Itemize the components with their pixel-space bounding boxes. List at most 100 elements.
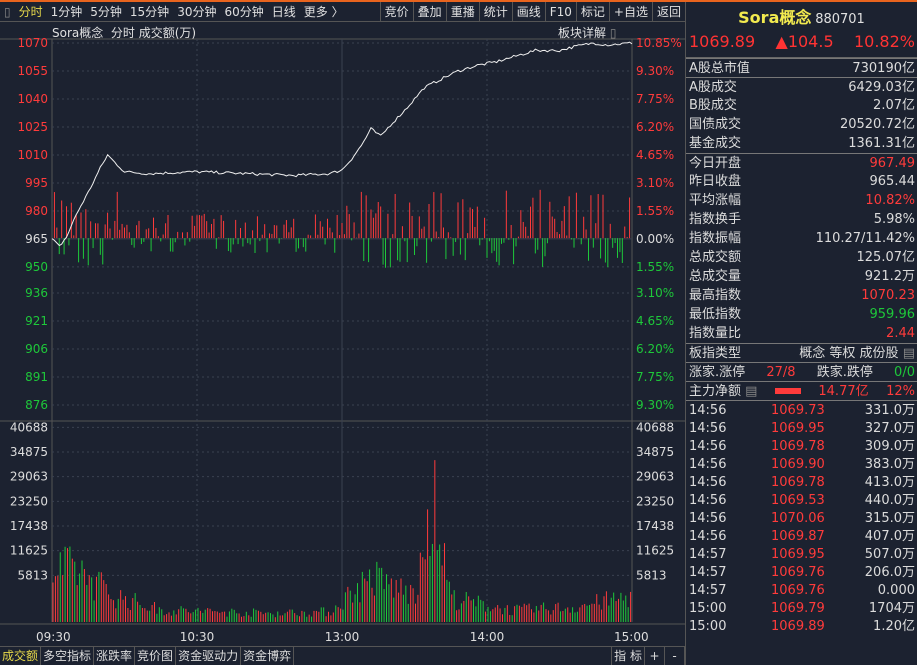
stat-value: 730190亿 (852, 61, 915, 76)
tick-volume: 331.0万 (864, 403, 915, 418)
stat-row: 昨日收盘 965.44 (686, 172, 917, 191)
stat-value: 10.82% (865, 193, 915, 208)
tick-row: 14:56 1069.78 413.0万 (686, 474, 917, 492)
quote-panel: Sora概念 880701 1069.89 ▲104.5 10.82% A股总市值 7… (685, 2, 917, 665)
volume-tick: 11625 (636, 544, 674, 558)
period-tab-0[interactable]: 分时 (18, 4, 43, 19)
bottom-tab-3[interactable]: 竞价图 (135, 647, 177, 665)
pct-tick: 1.55% (636, 260, 674, 274)
stat-label: 指数振幅 (689, 231, 742, 246)
toolbar-action-2[interactable]: 重播 (445, 1, 479, 22)
indicator-button[interactable]: 指 标 (611, 647, 645, 665)
period-tab-4[interactable]: 30分钟 (177, 4, 217, 19)
volume-tick: 5813 (636, 568, 667, 582)
volume-tick: 23250 (636, 494, 674, 508)
chart-title: Sora概念 (52, 26, 104, 40)
tick-price: 1069.76 (771, 565, 825, 580)
pct-tick: 6.20% (636, 120, 674, 134)
price-tick: 950 (25, 260, 48, 274)
price-tick: 1055 (17, 64, 48, 78)
zoom-out-button[interactable]: - (665, 647, 685, 665)
stat-row: 指数量比 2.44 (686, 324, 917, 343)
stat-row: 今日开盘 967.49 (686, 153, 917, 172)
toolbar-action-1[interactable]: 叠加 (412, 1, 446, 22)
period-tab-5[interactable]: 60分钟 (224, 4, 264, 19)
period-tab-3[interactable]: 15分钟 (129, 4, 170, 19)
panel-icon[interactable]: ▯ (609, 26, 617, 40)
block-detail-button[interactable]: 板块详解 (558, 26, 607, 40)
tick-time: 14:57 (689, 583, 727, 598)
tick-price: 1069.89 (771, 619, 825, 634)
toolbar-action-8[interactable]: 返回 (651, 1, 685, 22)
bottom-tab-2[interactable]: 涨跌率 (94, 647, 136, 665)
pct-tick: 4.65% (636, 314, 674, 328)
bottom-tab-0[interactable]: 成交额 (0, 647, 42, 665)
volume-tick: 11625 (10, 544, 48, 558)
change-pct: 10.82% (853, 32, 915, 51)
period-tab-2[interactable]: 5分钟 (90, 4, 122, 19)
list-icon[interactable]: ▤ (902, 346, 915, 361)
bottom-tab-1[interactable]: 多空指标 (41, 647, 95, 665)
bottom-tab-5[interactable]: 资金博弈 (241, 647, 295, 665)
toolbar-action-6[interactable]: 标记 (575, 1, 609, 22)
stat-value: 20520.72亿 (839, 117, 915, 132)
pct-tick: 4.65% (636, 148, 674, 162)
volume-tick: 34875 (10, 445, 48, 459)
stat-value: 125.07亿 (856, 250, 916, 265)
pct-tick: 9.30% (636, 64, 674, 78)
pct-tick: 3.10% (636, 286, 674, 300)
tick-volume: 309.0万 (864, 439, 915, 454)
list-icon[interactable]: ▤ (745, 384, 758, 399)
chart-canvas[interactable]: 1070 10.85% 1055 9.30% 1040 7.75% 1025 6.20% 101… (0, 22, 685, 646)
tick-price: 1069.95 (771, 421, 825, 436)
tick-row: 15:00 1069.89 1.20亿 (686, 618, 917, 636)
tick-time: 14:56 (689, 493, 727, 508)
board-type-label: 板指类型 (689, 346, 742, 361)
toolbar-action-4[interactable]: 画线 (511, 1, 545, 22)
stat-label: 指数换手 (689, 212, 742, 227)
volume-tick: 23250 (10, 494, 48, 508)
volume-tick: 5813 (17, 568, 48, 582)
period-tab-1[interactable]: 1分钟 (50, 4, 83, 19)
stat-value: 967.49 (869, 156, 916, 171)
panel-toggle-icon[interactable]: ▯ (4, 4, 11, 19)
tick-time: 15:00 (689, 601, 727, 616)
bottom-tabs: 成交额 多空指标 涨跌率 竞价图 资金驱动力 资金博弈 指 标 + - (0, 646, 685, 665)
bottom-tab-4[interactable]: 资金驱动力 (176, 647, 242, 665)
volume-tick: 34875 (636, 445, 674, 459)
chart-indicator: 成交额(万) (138, 26, 197, 40)
tick-price: 1069.78 (771, 439, 825, 454)
tick-price: 1069.78 (771, 475, 825, 490)
toolbar-action-7[interactable]: +自选 (608, 1, 652, 22)
tick-row: 14:56 1069.78 309.0万 (686, 438, 917, 456)
stat-label: 平均涨幅 (689, 193, 742, 208)
tick-price: 1069.76 (771, 583, 825, 598)
toolbar-action-3[interactable]: 统计 (478, 1, 512, 22)
period-tab-7[interactable]: 更多 〉 (303, 4, 344, 19)
main-flow-label: 主力净额 (689, 384, 742, 399)
tick-row: 14:57 1069.95 507.0万 (686, 546, 917, 564)
price-tick: 965 (25, 232, 48, 246)
tick-volume: 1.20亿 (873, 619, 915, 634)
tick-volume: 507.0万 (864, 547, 915, 562)
tick-volume: 327.0万 (864, 421, 915, 436)
board-type-value[interactable]: 概念 等权 成份股 ▤ (799, 346, 915, 361)
zoom-in-button[interactable]: + (645, 647, 665, 665)
toolbar: ▯ 分时 1分钟 5分钟 15分钟 30分钟 60分钟 日线 更多 〉 竞价 叠加 重播 统计 画线 F… (0, 1, 685, 22)
stat-value: 921.2万 (864, 269, 915, 284)
flow-bar (774, 388, 801, 394)
stat-label: 最低指数 (689, 307, 742, 322)
stat-label: 昨日收盘 (689, 174, 742, 189)
pct-tick: 0.00% (636, 232, 674, 246)
toolbar-action-0[interactable]: 竞价 (379, 1, 413, 22)
tick-time: 14:56 (689, 421, 727, 436)
tick-time: 14:56 (689, 529, 727, 544)
toolbar-action-5[interactable]: F10 (544, 1, 576, 22)
change: ▲104.5 (775, 32, 834, 51)
tick-row: 14:57 1069.76 206.0万 (686, 564, 917, 582)
stat-label: 国债成交 (689, 117, 742, 132)
tick-row: 14:56 1070.06 315.0万 (686, 510, 917, 528)
period-tab-6[interactable]: 日线 (271, 4, 296, 19)
stat-label: A股成交 (689, 80, 737, 95)
volume-tick: 29063 (10, 470, 48, 484)
